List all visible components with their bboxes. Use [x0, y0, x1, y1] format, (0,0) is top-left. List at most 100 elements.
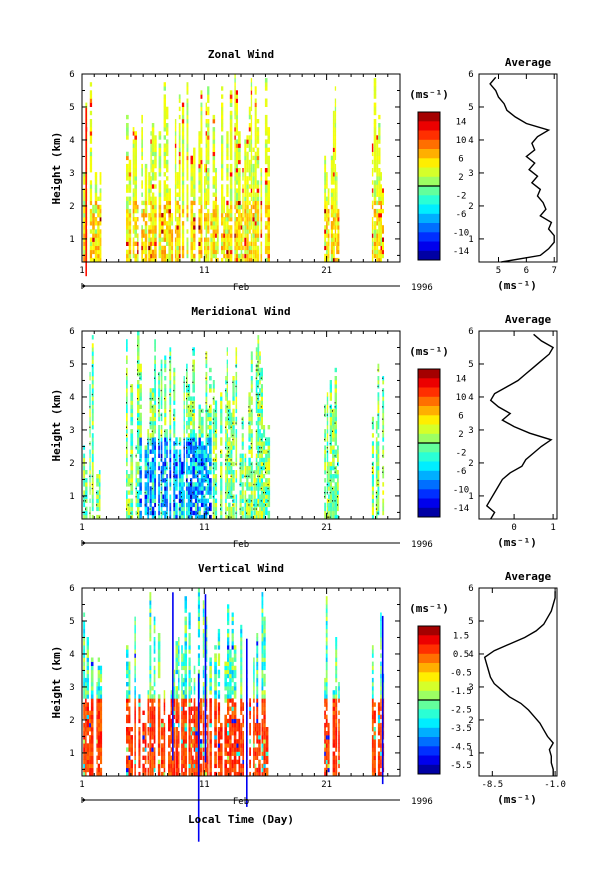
contour-dot [257, 402, 259, 404]
heatmap-cell [230, 490, 233, 495]
contour-dot [260, 467, 262, 469]
heatmap-cell [235, 172, 238, 177]
heatmap-cell [238, 135, 241, 140]
heatmap-cell [89, 384, 91, 389]
heatmap-cell [244, 192, 247, 197]
colorbar-swatch [418, 139, 440, 150]
heatmap-cell [248, 408, 251, 414]
heatmap-cell [186, 441, 188, 446]
heatmap-cell [187, 408, 191, 414]
heatmap-cell [137, 400, 140, 405]
heatmap-cell [337, 229, 340, 234]
heatmap-cell [210, 245, 213, 251]
heatmap-cell [226, 257, 229, 263]
heatmap-cell [329, 433, 332, 438]
heatmap-cell [181, 465, 184, 471]
heatmap-cell [229, 90, 233, 95]
heatmap-cell [329, 461, 332, 467]
heatmap-cell [85, 759, 87, 765]
heatmap-cell [334, 110, 337, 116]
heatmap-cell [132, 180, 135, 185]
heatmap-cell [248, 163, 251, 169]
heatmap-cell [225, 465, 227, 471]
heatmap-cell [147, 718, 150, 724]
heatmap-cell [334, 502, 337, 508]
heatmap-cell [83, 172, 86, 177]
contour-dot [164, 504, 166, 506]
heatmap-cell [197, 498, 199, 503]
heatmap-cell [326, 200, 328, 206]
heatmap-cell [207, 213, 210, 218]
contour-dot [382, 467, 384, 469]
contour-dot [200, 463, 202, 465]
heatmap-cell [216, 233, 219, 238]
heatmap-cell [240, 213, 243, 218]
heatmap-cell [194, 470, 198, 475]
heatmap-cell [83, 482, 86, 487]
heatmap-cell [135, 474, 137, 479]
heatmap-cell [130, 433, 134, 438]
heatmap-cell [332, 412, 335, 418]
x-tick-label: 11 [199, 523, 210, 533]
heatmap-cell [220, 420, 223, 426]
heatmap-cell [160, 404, 163, 409]
heatmap-cell [377, 470, 380, 475]
heatmap-cell [132, 155, 135, 161]
heatmap-cell [377, 449, 380, 454]
heatmap-cell [176, 192, 179, 197]
heatmap-cell [330, 192, 333, 197]
heatmap-cell [235, 494, 238, 499]
heatmap-cell [86, 682, 89, 687]
heatmap-cell [193, 163, 196, 169]
heatmap-cell [154, 396, 156, 401]
heatmap-cell [147, 727, 150, 732]
heatmap-cell [267, 184, 270, 189]
heatmap-cell [85, 698, 87, 703]
heatmap-cell [235, 241, 238, 246]
heatmap-cell [244, 155, 247, 161]
heatmap-cell [223, 204, 225, 210]
heatmap-cell [89, 257, 93, 263]
heatmap-cell [252, 245, 255, 251]
heatmap-cell [373, 253, 377, 259]
heatmap-cell [203, 453, 206, 458]
heatmap-cell [382, 392, 385, 397]
contour-dot [230, 426, 232, 428]
heatmap-cell [89, 722, 91, 728]
heatmap-cell [85, 731, 87, 736]
heatmap-cell [186, 147, 189, 152]
heatmap-cell [205, 245, 207, 251]
heatmap-cell [186, 371, 188, 377]
colorbar-tick-label: -10 [453, 228, 469, 238]
heatmap-cell [176, 225, 179, 230]
heatmap-cell [134, 665, 136, 671]
heatmap-cell [193, 168, 196, 173]
heatmap-cell [181, 147, 185, 152]
heatmap-cell [128, 669, 131, 675]
heatmap-cell [147, 470, 150, 475]
heatmap-cell [242, 237, 244, 242]
heatmap-cell [187, 433, 191, 438]
heatmap-cell [371, 510, 374, 516]
heatmap-cell [267, 131, 270, 136]
contour-dot [212, 418, 214, 420]
heatmap-cell [97, 731, 100, 736]
heatmap-cell [246, 257, 249, 263]
heatmap-cell [190, 404, 193, 409]
heatmap-cell [226, 420, 228, 426]
heatmap-cell [151, 478, 155, 483]
heatmap-cell [126, 665, 129, 671]
heatmap-cell [126, 229, 129, 234]
heatmap-cell [183, 514, 185, 520]
heatmap-cell [148, 225, 151, 230]
heatmap-cell [149, 478, 152, 483]
heatmap-cell [334, 384, 337, 389]
heatmap-cell [175, 514, 178, 520]
heatmap-cell [264, 172, 268, 177]
heatmap-cell [132, 192, 135, 197]
heatmap-cell [134, 751, 136, 756]
heatmap-cell [198, 433, 201, 438]
heatmap-cell [235, 188, 238, 193]
heatmap-cell [238, 233, 241, 238]
heatmap-cell [254, 159, 257, 165]
